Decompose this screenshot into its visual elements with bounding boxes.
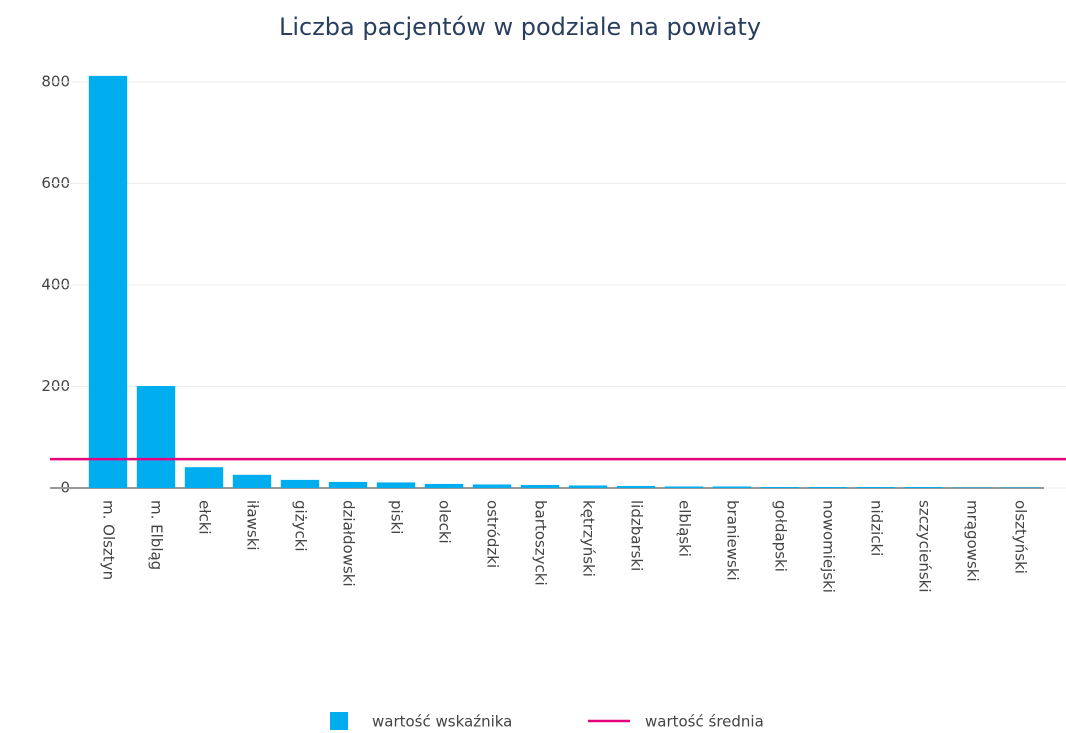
x-tick-label: ełcki [196,500,214,535]
x-tick-label: kętrzyński [580,500,598,577]
bar [616,485,656,488]
x-tick-label: m. Olsztyn [100,500,118,580]
bar [376,482,416,488]
legend-label: wartość średnia [645,713,764,731]
x-tick-label: giżycki [292,500,310,552]
x-tick-label: szczycieński [916,500,934,593]
bar [184,467,224,488]
bar [856,486,896,488]
bar [520,484,560,488]
x-tick-label: iławski [244,500,262,551]
bar [424,483,464,488]
x-tick-label: mrągowski [964,500,982,582]
x-tick-label: olsztyński [1012,500,1030,574]
bar [904,486,944,488]
bar [808,486,848,488]
chart-title: Liczba pacjentów w podziale na powiaty [279,13,761,41]
x-tick-label: braniewski [724,500,742,581]
x-tick-label: gołdapski [772,500,790,572]
bar [472,484,512,488]
x-tick-label: lidzbarski [628,500,646,571]
x-tick-label: olecki [436,500,454,544]
x-tick-label: nowomiejski [820,500,838,593]
bar [232,474,272,488]
legend-swatch [330,712,348,730]
bar [136,385,176,488]
bar [568,485,608,488]
bar [760,486,800,488]
bar [328,481,368,488]
legend-label: wartość wskaźnika [372,713,512,731]
x-tick-label: m. Elbląg [148,500,166,570]
bar [952,487,992,488]
bar [280,479,320,488]
x-tick-label: bartoszycki [532,500,550,586]
x-tick-label: nidzicki [868,500,886,556]
bar [88,75,128,489]
bar [1000,487,1040,488]
bar [712,486,752,488]
x-tick-label: działdowski [340,500,358,587]
x-tick-label: ostródzki [484,500,502,568]
x-tick-label: elbląski [676,500,694,557]
bar [664,486,704,488]
x-tick-label: piski [388,500,406,534]
